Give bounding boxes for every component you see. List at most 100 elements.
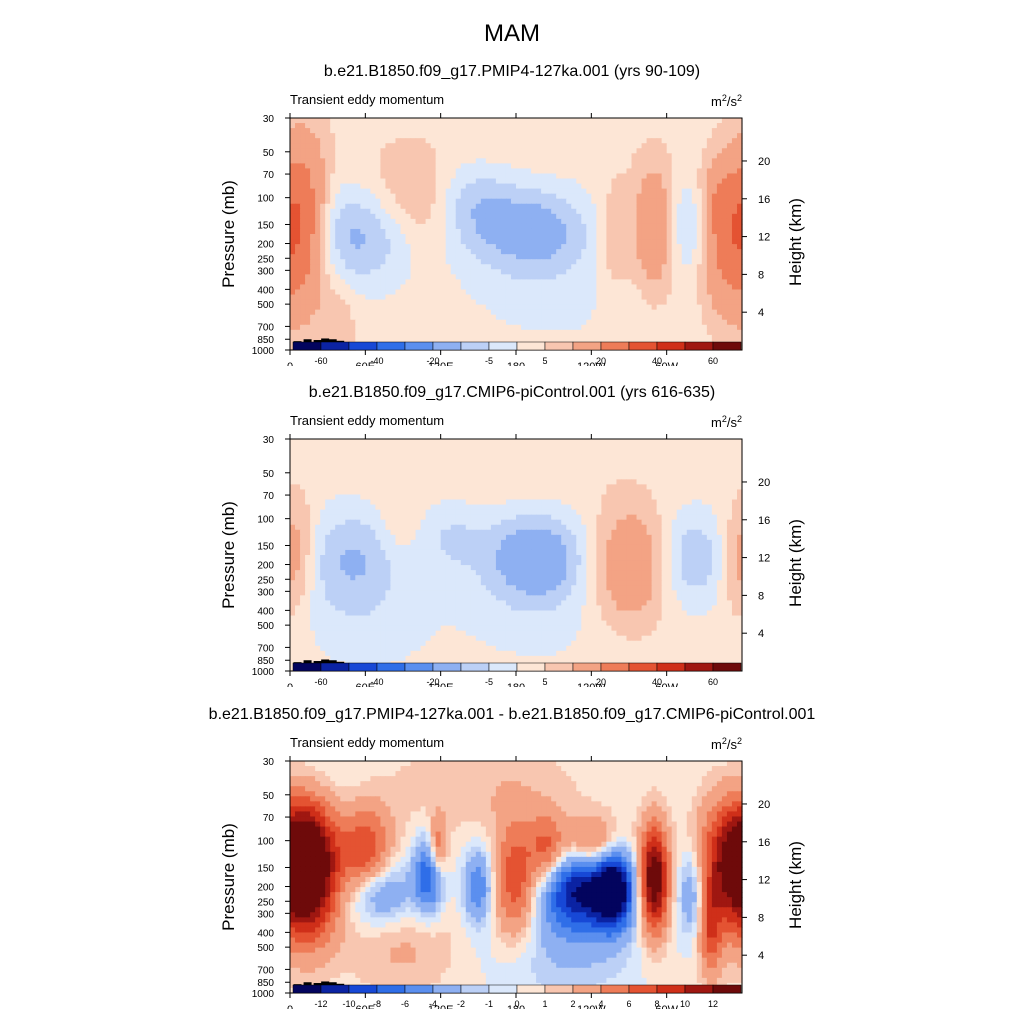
field-cell: [355, 133, 361, 139]
field-cell: [611, 239, 618, 245]
field-cell: [480, 449, 487, 455]
field-cell: [355, 118, 361, 124]
field-cell: [320, 284, 326, 291]
field-cell: [330, 324, 336, 331]
field-cell: [330, 158, 336, 164]
field-cell: [370, 264, 376, 270]
field-cell: [691, 459, 698, 465]
field-cell: [300, 163, 306, 170]
field-cell: [315, 249, 321, 255]
field-cell: [601, 158, 607, 164]
field-cell: [631, 314, 638, 321]
field-cell: [631, 188, 638, 195]
field-cell: [315, 439, 321, 445]
field-cell: [305, 163, 311, 170]
field-cell: [505, 168, 512, 175]
field-cell: [701, 279, 708, 286]
field-cell: [455, 218, 462, 225]
field-cell: [661, 459, 668, 465]
field-cell: [581, 304, 587, 311]
field-cell: [380, 173, 387, 180]
field-cell: [556, 193, 562, 200]
field-cell: [450, 193, 457, 200]
field-cell: [470, 173, 477, 180]
field-cell: [516, 218, 522, 225]
field-cell: [666, 213, 673, 220]
field-cell: [430, 454, 437, 460]
field-cell: [395, 128, 402, 134]
field-cell: [355, 228, 361, 235]
field-cell: [365, 193, 371, 200]
field-cell: [531, 299, 537, 306]
field-cell: [596, 304, 602, 311]
field-cell: [380, 153, 387, 159]
field-cell: [636, 123, 643, 129]
field-cell: [521, 309, 527, 316]
field-cell: [490, 168, 497, 175]
field-cell: [465, 133, 472, 139]
field-cell: [691, 153, 698, 159]
field-cell: [450, 168, 457, 175]
field-cell: [716, 469, 723, 475]
field-cell: [696, 459, 703, 465]
field-cell: [490, 274, 497, 280]
field-cell: [300, 459, 306, 465]
field-cell: [726, 279, 733, 286]
field-cell: [686, 314, 693, 321]
field-cell: [460, 178, 467, 185]
field-cell: [601, 294, 607, 301]
field-cell: [430, 284, 437, 291]
field-cell: [300, 309, 306, 316]
field-cell: [300, 299, 306, 306]
x-tick-label: 0: [287, 361, 293, 366]
field-cell: [340, 464, 346, 470]
field-cell: [591, 118, 597, 124]
field-cell: [566, 208, 572, 215]
field-cell: [345, 294, 351, 301]
field-cell: [380, 294, 387, 301]
field-cell: [526, 289, 532, 296]
field-cell: [636, 454, 643, 460]
field-cell: [485, 163, 492, 170]
field-cell: [295, 254, 301, 260]
field-cell: [385, 234, 392, 240]
field-cell: [536, 469, 542, 475]
field-cell: [701, 244, 708, 250]
field-cell: [601, 324, 607, 331]
field-cell: [521, 178, 527, 185]
field-cell: [390, 449, 397, 455]
field-cell: [526, 123, 532, 129]
field-cell: [701, 294, 708, 301]
field-cell: [390, 168, 397, 175]
field-cell: [576, 294, 582, 301]
field-cell: [365, 314, 371, 321]
field-cell: [581, 163, 587, 170]
field-cell: [455, 128, 462, 134]
field-cell: [641, 444, 648, 450]
field-cell: [551, 234, 557, 240]
field-cell: [571, 264, 577, 270]
field-cell: [345, 249, 351, 255]
field-cell: [400, 309, 407, 316]
field-cell: [405, 249, 412, 255]
field-cell: [375, 284, 381, 291]
field-cell: [455, 239, 462, 245]
field-cell: [330, 123, 336, 129]
field-cell: [526, 309, 532, 316]
field-cell: [526, 223, 532, 230]
field-cell: [295, 459, 301, 465]
field-cell: [465, 274, 472, 280]
field-cell: [636, 474, 643, 480]
field-cell: [711, 469, 718, 475]
field-cell: [551, 123, 557, 129]
field-cell: [455, 249, 462, 255]
field-cell: [731, 198, 738, 205]
field-cell: [626, 469, 633, 475]
field-cell: [726, 324, 733, 331]
field-cell: [696, 314, 703, 321]
field-cell: [490, 304, 497, 311]
field-cell: [696, 123, 703, 129]
field-cell: [731, 299, 738, 306]
field-cell: [380, 289, 387, 296]
field-cell: [551, 198, 557, 205]
